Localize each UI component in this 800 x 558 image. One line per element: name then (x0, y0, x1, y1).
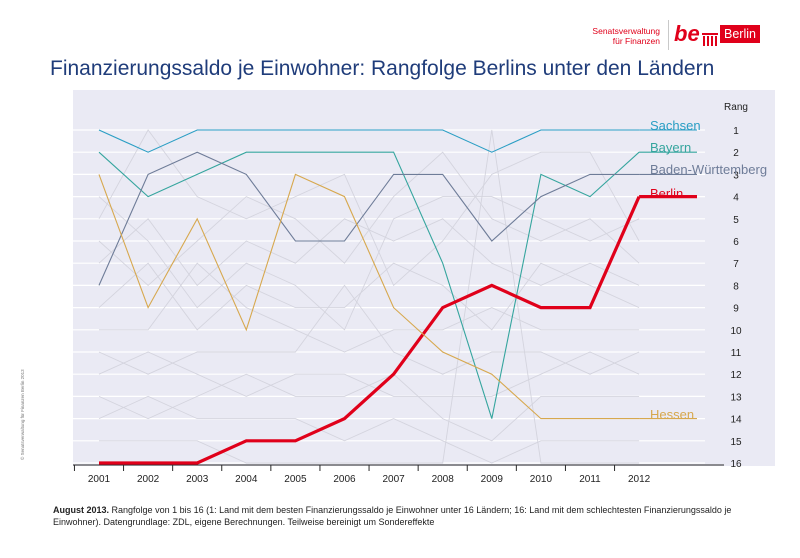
x-tick-label-2004: 2004 (235, 474, 258, 485)
series-label-hessen: Hessen (650, 407, 694, 422)
x-tick-label-2001: 2001 (88, 474, 111, 485)
footer-date: August 2013. (53, 505, 110, 515)
x-tick-label-2008: 2008 (432, 474, 455, 485)
y-tick-label-6: 6 (733, 237, 739, 248)
series-line-berlin (99, 195, 641, 465)
y-axis-label: Rang (724, 102, 748, 113)
x-tick-label-2003: 2003 (186, 474, 209, 485)
other-land-line-7 (98, 284, 640, 375)
x-tick-label-2012: 2012 (628, 474, 651, 485)
series-label-sachsen: Sachsen (650, 118, 701, 133)
x-tick-label-2011: 2011 (579, 474, 601, 485)
y-tick-label-8: 8 (733, 281, 739, 292)
x-tick-label-2002: 2002 (137, 474, 160, 485)
y-tick-label-1: 1 (733, 126, 739, 137)
y-tick-label-15: 15 (730, 437, 742, 448)
series-label-bayern: Bayern (650, 140, 691, 155)
logo-line-1: Senatsverwaltung (592, 26, 660, 36)
y-tick-label-7: 7 (733, 259, 739, 270)
x-tick-label-2009: 2009 (481, 474, 504, 485)
series-label-berlin: Berlin (650, 186, 683, 201)
y-tick-label-13: 13 (730, 392, 742, 403)
y-tick-label-3: 3 (733, 170, 739, 181)
x-tick-label-2005: 2005 (284, 474, 307, 485)
logo-be: be (674, 21, 700, 46)
brandenburg-gate-icon (702, 33, 718, 46)
page-title: Finanzierungssaldo je Einwohner: Rangfol… (50, 57, 715, 80)
other-land-line-5 (98, 262, 640, 331)
senatsverwaltung-logo-text: Senatsverwaltung für Finanzen (560, 26, 660, 46)
series-line-baden-wurttemberg (98, 151, 640, 286)
other-land-line-1 (98, 196, 640, 331)
x-tick-label-2010: 2010 (530, 474, 553, 485)
logo-divider (668, 20, 669, 50)
copyright-note: © Senatsverwaltung für Finanzen Berlin 2… (20, 369, 25, 460)
y-tick-label-5: 5 (733, 215, 739, 226)
other-land-line-6 (99, 262, 640, 353)
rank-line-chart: 2001 2002 2003 2004 2005 2006 2007 2008 2009 2010… (73, 90, 775, 485)
logo-line-2: für Finanzen (612, 36, 660, 46)
y-tick-label-14: 14 (730, 415, 742, 426)
x-tick-label-2006: 2006 (333, 474, 356, 485)
series-line-sachsen (98, 129, 640, 153)
y-tick-label-9: 9 (733, 304, 739, 315)
y-tick-label-12: 12 (730, 370, 742, 381)
other-land-line-9 (98, 373, 640, 442)
series-line-hessen (98, 173, 640, 420)
other-land-line-10 (98, 395, 640, 464)
x-tick-label-2007: 2007 (382, 474, 405, 485)
y-tick-label-11: 11 (731, 348, 742, 359)
y-tick-label-4: 4 (733, 193, 739, 204)
footer-text: Rangfolge von 1 bis 16 (1: Land mit dem … (53, 505, 732, 527)
y-tick-label-2: 2 (733, 148, 739, 159)
y-tick-label-16: 16 (730, 459, 742, 470)
other-land-line-11 (99, 129, 640, 464)
footer-note: August 2013. Rangfolge von 1 bis 16 (1: … (53, 504, 753, 528)
y-tick-label-10: 10 (730, 326, 742, 337)
series-label-baden-wurttemberg: Baden-Württemberg (650, 162, 767, 177)
series-line-bayern (98, 151, 640, 419)
logo-berlin: Berlin (720, 25, 760, 43)
